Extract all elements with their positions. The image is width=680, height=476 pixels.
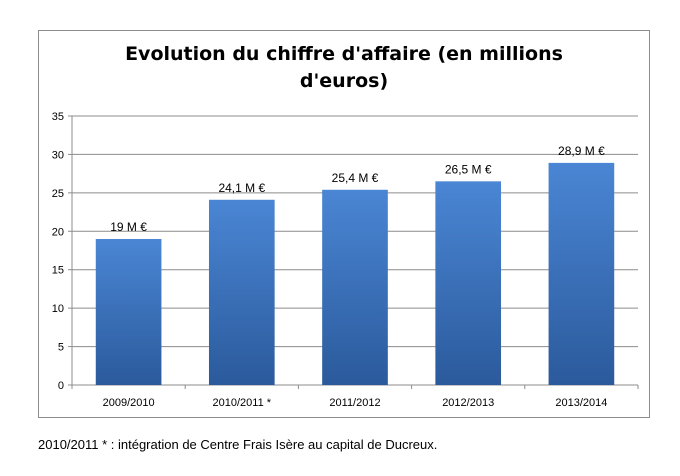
bar-chart: 0 5 10 15 20 25 30 35 19 M € 24,1 M € 25,4 M € 26,… (52, 111, 639, 409)
y-tick-label: 30 (52, 149, 64, 161)
x-tick-label: 2012/2013 (442, 397, 494, 409)
y-tick-label: 20 (52, 226, 64, 238)
y-tick-label: 15 (52, 265, 64, 277)
footnote: 2010/2011 * : intégration de Centre Frai… (38, 437, 438, 452)
x-tick-label: 2009/2010 (103, 397, 155, 409)
x-tick-label: 2013/2014 (555, 397, 607, 409)
x-tick-label: 2011/2012 (329, 397, 380, 409)
y-tick-label: 35 (52, 111, 64, 123)
bar (322, 189, 388, 385)
bar (548, 162, 615, 385)
y-tick-label: 0 (58, 380, 64, 392)
chart-title: Evolution du chiffre d'affaire (en milli… (39, 41, 649, 95)
y-tick-label: 10 (52, 303, 64, 315)
data-label: 28,9 M € (558, 144, 605, 158)
bar (208, 199, 275, 385)
x-tick-label: 2010/2011 * (213, 397, 272, 409)
data-label: 26,5 M € (445, 162, 492, 176)
data-label: 25,4 M € (332, 171, 379, 185)
chart-title-line-1: Evolution du chiffre d'affaire (en milli… (125, 43, 563, 65)
x-axis-ticks: 2009/2010 2010/2011 * 2011/2012 2012/2013 20… (103, 397, 608, 409)
data-label: 24,1 M € (218, 181, 265, 195)
y-axis-ticks: 0 5 10 15 20 25 30 35 (52, 111, 64, 392)
data-label: 19 M € (110, 220, 147, 234)
y-tick-label: 5 (58, 342, 64, 354)
chart-title-line-2: d'euros) (299, 70, 389, 92)
chart-area: Evolution du chiffre d'affaire (en milli… (38, 30, 650, 418)
bar (95, 238, 162, 385)
bar (435, 181, 502, 385)
y-tick-label: 25 (52, 188, 64, 200)
bars (95, 162, 615, 385)
data-labels: 19 M € 24,1 M € 25,4 M € 26,5 M € 28,9 M € (110, 144, 605, 234)
gridlines (68, 115, 639, 389)
